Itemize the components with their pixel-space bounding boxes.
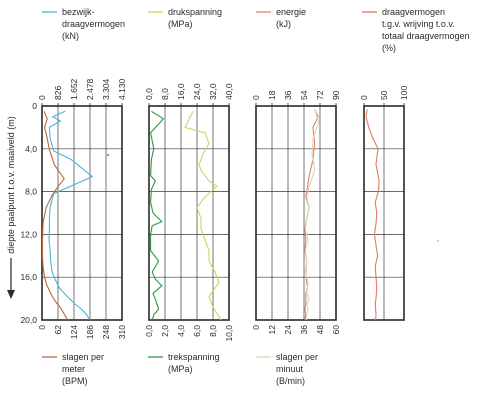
y-tick-label: 8,0 [25, 187, 37, 197]
legend-top-2-line1: drukspanning [168, 7, 222, 17]
bottom-tick-label: 0 [37, 325, 47, 330]
y-tick-label: 4,0 [25, 144, 37, 154]
top-tick-label: 72 [315, 90, 325, 100]
legend-bottom-1-line3: (BPM) [62, 376, 88, 386]
stray-mark-red [106, 153, 110, 157]
bottom-tick-label: 36 [299, 325, 309, 335]
legend-top-3: energie (kJ) [256, 7, 306, 29]
series-line-4-1 [365, 109, 380, 321]
series-line-2-1 [184, 111, 222, 321]
top-tick-label: 1.652 [69, 78, 79, 100]
top-tick-label: 0 [37, 95, 47, 100]
y-axis-title: diepte paalpunt t.o.v. maaiveld (m) [6, 116, 16, 253]
bottom-tick-label: 10,0 [224, 325, 234, 342]
top-tick-label: 3.304 [101, 78, 111, 100]
series-line-3-1 [304, 108, 319, 321]
bottom-tick-label: 8,0 [208, 325, 218, 337]
bottom-tick-label: 310 [117, 325, 127, 339]
top-tick-label: 2.478 [85, 78, 95, 100]
top-tick-label: 826 [53, 86, 63, 100]
series-line-1-1 [48, 110, 93, 321]
legend-top-4-line1: draagvermogen [382, 7, 445, 17]
legend-top-1-line1: bezwijk- [62, 7, 95, 17]
legend-bottom-3-line3: (B/min) [276, 376, 305, 386]
bottom-tick-label: 62 [53, 325, 63, 335]
y-tick-label: 0 [32, 101, 37, 111]
bottom-tick-label: 6,0 [192, 325, 202, 337]
y-axis-ticks: 0 4,0 8,0 12,0 16,0 20,0 [20, 101, 37, 325]
top-tick-label: 4.130 [117, 78, 127, 100]
top-tick-label: 32,0 [208, 83, 218, 100]
legend-top-1-line2: draagvermogen [62, 19, 125, 29]
panel-3: 0 18 36 54 72 90 0 12 24 36 48 60 [251, 90, 341, 334]
legend-bottom-2: trekspanning (MPa) [148, 352, 220, 374]
depth-arrow-icon [7, 290, 15, 299]
legend-bottom-3-line2: minuut [276, 364, 304, 374]
legend-top-1-line3: (kN) [62, 31, 79, 41]
top-tick-label: 8,0 [160, 88, 170, 100]
legend-top-4: draagvermogen t.g.v. wrijving t.o.v. tot… [362, 7, 470, 53]
top-tick-label: 54 [299, 90, 309, 100]
bottom-tick-label: 60 [331, 325, 341, 335]
stray-mark-grey [437, 240, 439, 242]
panel-frame [255, 105, 337, 321]
legend-bottom-1: slagen per meter (BPM) [42, 352, 104, 386]
bottom-tick-label: 2,0 [160, 325, 170, 337]
top-tick-label: 18 [267, 90, 277, 100]
top-tick-label: 0,0 [144, 88, 154, 100]
series-line-1-2 [41, 111, 69, 321]
top-tick-label: 24,0 [192, 83, 202, 100]
top-tick-label: 40,0 [224, 83, 234, 100]
top-tick-label: 0 [359, 95, 369, 100]
legend-bottom-3-line1: slagen per [276, 352, 318, 362]
bottom-tick-label: 24 [283, 325, 293, 335]
top-tick-label: 90 [331, 90, 341, 100]
legend-top-4-line2: t.g.v. wrijving t.o.v. [382, 19, 455, 29]
legend-bottom-1-line1: slagen per [62, 352, 104, 362]
legend-bottom-3: slagen per minuut (B/min) [256, 352, 318, 386]
legend-bottom-2-line2: (MPa) [168, 364, 193, 374]
panel-frame [41, 105, 123, 321]
bottom-tick-label: 4,0 [176, 325, 186, 337]
top-tick-label: 50 [379, 90, 389, 100]
bottom-tick-label: 0,0 [144, 325, 154, 337]
legend-top-2-line2: (MPa) [168, 19, 193, 29]
y-tick-label: 12,0 [20, 229, 37, 239]
series-line-3-2 [304, 109, 320, 320]
legend-bottom-2-line1: trekspanning [168, 352, 220, 362]
bottom-tick-label: 124 [69, 325, 79, 339]
top-tick-label: 100 [399, 86, 409, 100]
panel-4: 0 50 100 [359, 86, 409, 321]
series-line-2-2 [150, 110, 164, 321]
bottom-tick-label: 48 [315, 325, 325, 335]
legend-top-3-line1: energie [276, 7, 306, 17]
y-tick-label: 20,0 [20, 315, 37, 325]
bottom-tick-label: 12 [267, 325, 277, 335]
bottom-tick-label: 186 [85, 325, 95, 339]
panel-2: 0,0 8,0 16,0 24,0 32,0 40,0 0,0 2,0 4,0 6,0 8,0 10,… [144, 83, 234, 341]
legend-top-3-line2: (kJ) [276, 19, 291, 29]
bottom-tick-label: 0 [251, 325, 261, 330]
panel-1: 0 826 1.652 2.478 3.304 4.130 0 62 124 186 248 310 [37, 78, 127, 339]
y-tick-label: 16,0 [20, 272, 37, 282]
legend-top-1: bezwijk- draagvermogen (kN) [42, 7, 125, 41]
legend-top-2: drukspanning (MPa) [148, 7, 222, 29]
top-tick-label: 36 [283, 90, 293, 100]
top-tick-label: 0 [251, 95, 261, 100]
legend-bottom-1-line2: meter [62, 364, 85, 374]
bottom-tick-label: 248 [101, 325, 111, 339]
panel-frame [148, 105, 230, 321]
legend-top-4-line4: (%) [382, 43, 396, 53]
legend-top-4-line3: totaal draagvermogen [382, 31, 470, 41]
top-tick-label: 16,0 [176, 83, 186, 100]
